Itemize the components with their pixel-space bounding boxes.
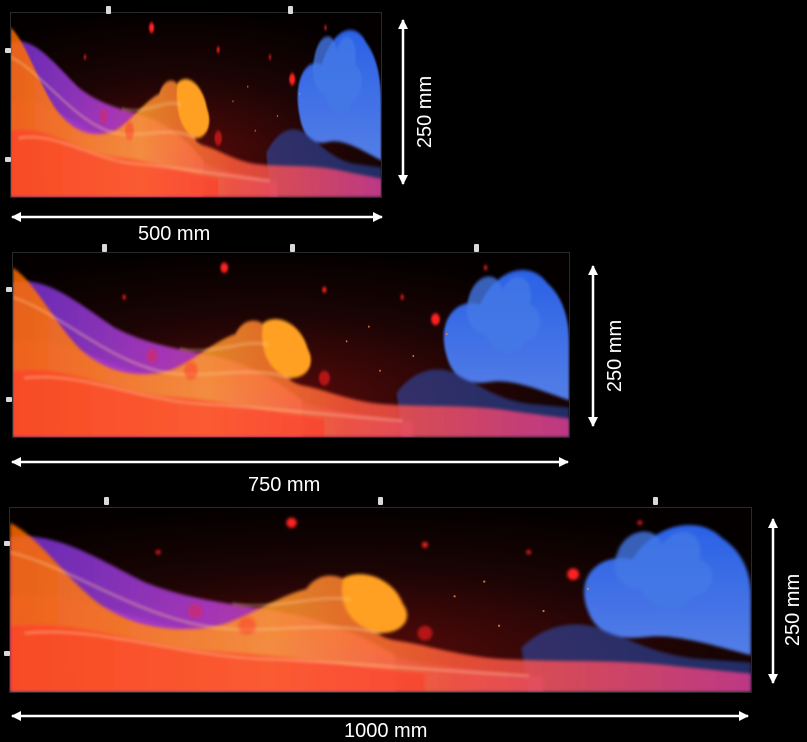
width-arrow-medium [8, 452, 572, 472]
flame-panel-medium [12, 252, 570, 438]
height-arrow-large [763, 515, 783, 687]
height-label-large: 250 mm [782, 573, 804, 647]
mounting-peg [4, 541, 10, 546]
mounting-peg [5, 157, 11, 162]
height-label-medium: 250 mm [604, 319, 626, 393]
mounting-peg [5, 48, 11, 53]
mounting-peg [102, 244, 107, 252]
flame-artwork-medium [13, 253, 569, 437]
mounting-peg [6, 397, 12, 402]
mounting-peg [4, 651, 10, 656]
flame-artwork-large [10, 508, 751, 692]
width-arrow-small [8, 207, 386, 227]
mounting-peg [290, 244, 295, 252]
mounting-peg [106, 6, 111, 14]
width-label-small: 500 mm [138, 223, 211, 245]
width-arrow-large [8, 706, 752, 726]
flame-panel-large [9, 507, 752, 693]
mounting-peg [653, 497, 658, 505]
height-label-small: 250 mm [414, 75, 436, 149]
mounting-peg [378, 497, 383, 505]
height-arrow-small [393, 16, 413, 188]
width-label-medium: 750 mm [248, 474, 321, 496]
mounting-peg [6, 287, 12, 292]
mounting-peg [104, 497, 109, 505]
flame-panel-small [10, 12, 382, 198]
height-arrow-medium [583, 262, 603, 430]
mounting-peg [288, 6, 293, 14]
width-label-large: 1000 mm [344, 720, 428, 742]
mounting-peg [474, 244, 479, 252]
flame-artwork-small [11, 13, 381, 197]
